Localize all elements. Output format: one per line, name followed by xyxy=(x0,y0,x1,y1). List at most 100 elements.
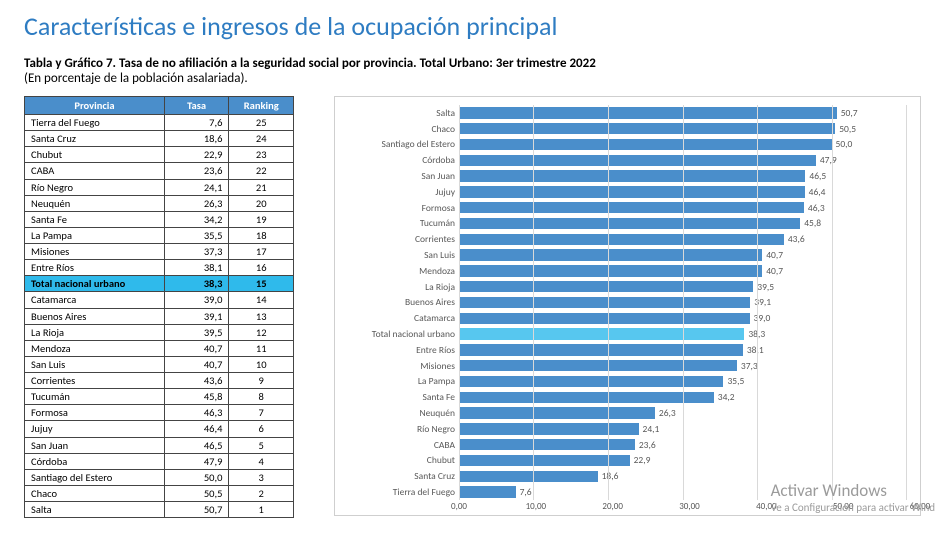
cell-ranking: 8 xyxy=(229,389,294,405)
subtitle-plain: (En porcentaje de la población asalariad… xyxy=(24,71,921,86)
table-row: San Luis40,710 xyxy=(25,356,294,372)
cell-provincia: Entre Ríos xyxy=(25,260,165,276)
x-tick-label: 40,00 xyxy=(756,501,777,512)
cell-ranking: 24 xyxy=(229,131,294,147)
y-axis-label: San Luis xyxy=(341,247,459,263)
y-axis-label: CABA xyxy=(341,437,459,453)
bar xyxy=(459,107,837,118)
x-tick-label: 10,00 xyxy=(526,501,547,512)
cell-tasa: 50,5 xyxy=(164,485,229,501)
bar-value-label: 43,6 xyxy=(788,233,805,245)
table-row: Corrientes43,69 xyxy=(25,373,294,389)
cell-tasa: 39,0 xyxy=(164,292,229,308)
bar-value-label: 37,3 xyxy=(741,360,758,372)
table-row: Santa Fe34,219 xyxy=(25,211,294,227)
bar-value-label: 46,4 xyxy=(809,186,826,198)
bar-value-label: 40,7 xyxy=(766,249,783,261)
cell-provincia: Río Negro xyxy=(25,179,165,195)
cell-tasa: 34,2 xyxy=(164,211,229,227)
cell-tasa: 40,7 xyxy=(164,356,229,372)
x-tick-label: 60,00 xyxy=(910,501,931,512)
cell-ranking: 19 xyxy=(229,211,294,227)
cell-provincia: San Luis xyxy=(25,356,165,372)
cell-tasa: 23,6 xyxy=(164,163,229,179)
cell-ranking: 3 xyxy=(229,469,294,485)
cell-provincia: La Rioja xyxy=(25,324,165,340)
cell-ranking: 13 xyxy=(229,308,294,324)
cell-provincia: Santa Cruz xyxy=(25,131,165,147)
y-axis-label: Formosa xyxy=(341,200,459,216)
bar-value-label: 46,3 xyxy=(808,202,825,214)
bar-value-label: 50,0 xyxy=(836,138,853,150)
cell-tasa: 46,3 xyxy=(164,405,229,421)
cell-ranking: 16 xyxy=(229,260,294,276)
cell-provincia: Formosa xyxy=(25,405,165,421)
cell-provincia: Santa Fe xyxy=(25,211,165,227)
y-axis-label: Entre Ríos xyxy=(341,342,459,358)
bar xyxy=(459,155,816,166)
table-row: Misiones37,317 xyxy=(25,244,294,260)
y-axis-label: San Juan xyxy=(341,168,459,184)
table-row: Chubut22,923 xyxy=(25,147,294,163)
cell-ranking: 2 xyxy=(229,485,294,501)
cell-tasa: 46,5 xyxy=(164,437,229,453)
y-axis-label: Corrientes xyxy=(341,231,459,247)
cell-provincia: Santiago del Estero xyxy=(25,469,165,485)
gridline xyxy=(683,105,684,500)
subtitle-bold: Tabla y Gráfico 7. Tasa de no afiliación… xyxy=(24,56,921,71)
col-provincia: Provincia xyxy=(25,97,165,115)
bar xyxy=(459,186,805,197)
cell-tasa: 39,1 xyxy=(164,308,229,324)
table-row: Jujuy46,46 xyxy=(25,421,294,437)
bar xyxy=(459,376,723,387)
page-title: Características e ingresos de la ocupaci… xyxy=(24,10,921,42)
cell-provincia: Mendoza xyxy=(25,340,165,356)
bar xyxy=(459,486,516,497)
cell-tasa: 38,1 xyxy=(164,260,229,276)
bar-value-label: 24,1 xyxy=(643,423,660,435)
table-wrap: Provincia Tasa Ranking Tierra del Fuego7… xyxy=(24,96,294,518)
cell-tasa: 18,6 xyxy=(164,131,229,147)
cell-tasa: 45,8 xyxy=(164,389,229,405)
y-axis-label: Catamarca xyxy=(341,310,459,326)
plot-area: 50,750,550,047,946,546,446,345,843,640,7… xyxy=(459,105,906,500)
cell-tasa: 50,0 xyxy=(164,469,229,485)
y-axis-label: Jujuy xyxy=(341,184,459,200)
y-axis-label: Santa Fe xyxy=(341,389,459,405)
cell-tasa: 40,7 xyxy=(164,340,229,356)
cell-provincia: San Juan xyxy=(25,437,165,453)
cell-provincia: Corrientes xyxy=(25,373,165,389)
cell-tasa: 37,3 xyxy=(164,244,229,260)
cell-ranking: 14 xyxy=(229,292,294,308)
y-axis-label: La Rioja xyxy=(341,279,459,295)
cell-ranking: 9 xyxy=(229,373,294,389)
x-tick-label: 30,00 xyxy=(679,501,700,512)
table-row: Santiago del Estero50,03 xyxy=(25,469,294,485)
bar xyxy=(459,281,753,292)
bar xyxy=(459,249,762,260)
cell-ranking: 25 xyxy=(229,115,294,131)
cell-ranking: 17 xyxy=(229,244,294,260)
cell-ranking: 10 xyxy=(229,356,294,372)
table-row: Buenos Aires39,113 xyxy=(25,308,294,324)
bar-value-label: 47,9 xyxy=(820,154,837,166)
y-axis-label: Santa Cruz xyxy=(341,468,459,484)
col-tasa: Tasa xyxy=(164,97,229,115)
bar xyxy=(459,423,639,434)
cell-ranking: 1 xyxy=(229,502,294,518)
cell-provincia: CABA xyxy=(25,163,165,179)
col-ranking: Ranking xyxy=(229,97,294,115)
cell-provincia: Total nacional urbano xyxy=(25,276,165,292)
y-axis-labels: SaltaChacoSantiago del EsteroCórdobaSan … xyxy=(341,105,459,500)
table-row: Catamarca39,014 xyxy=(25,292,294,308)
table-row: Salta50,71 xyxy=(25,502,294,518)
y-axis-label: La Pampa xyxy=(341,374,459,390)
cell-ranking: 11 xyxy=(229,340,294,356)
table-row: Tierra del Fuego7,625 xyxy=(25,115,294,131)
content-row: Provincia Tasa Ranking Tierra del Fuego7… xyxy=(24,96,921,518)
cell-provincia: Tucumán xyxy=(25,389,165,405)
cell-tasa: 26,3 xyxy=(164,195,229,211)
bar xyxy=(459,344,743,355)
bar-value-label: 50,7 xyxy=(841,107,858,119)
cell-ranking: 7 xyxy=(229,405,294,421)
